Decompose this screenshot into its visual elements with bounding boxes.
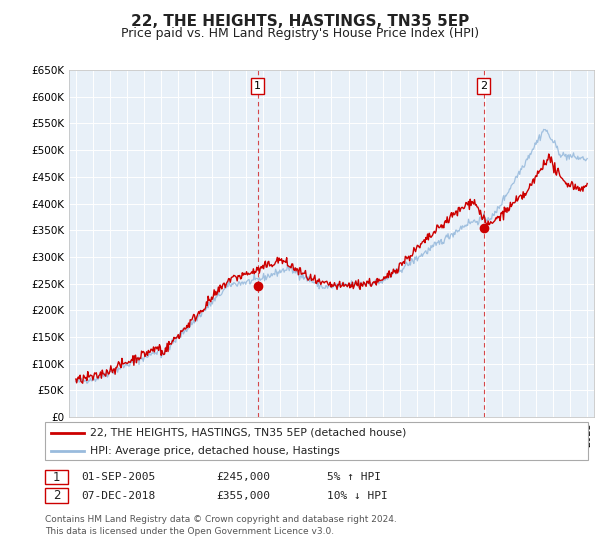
Text: £355,000: £355,000 (216, 491, 270, 501)
Text: 01-SEP-2005: 01-SEP-2005 (81, 472, 155, 482)
Text: 2: 2 (480, 81, 487, 91)
Text: Price paid vs. HM Land Registry's House Price Index (HPI): Price paid vs. HM Land Registry's House … (121, 27, 479, 40)
Text: 1: 1 (254, 81, 261, 91)
Text: 10% ↓ HPI: 10% ↓ HPI (327, 491, 388, 501)
Text: 2: 2 (53, 489, 60, 502)
Text: 5% ↑ HPI: 5% ↑ HPI (327, 472, 381, 482)
Text: 1: 1 (53, 470, 60, 484)
Text: 22, THE HEIGHTS, HASTINGS, TN35 5EP (detached house): 22, THE HEIGHTS, HASTINGS, TN35 5EP (det… (90, 428, 406, 438)
Text: 07-DEC-2018: 07-DEC-2018 (81, 491, 155, 501)
Text: 22, THE HEIGHTS, HASTINGS, TN35 5EP: 22, THE HEIGHTS, HASTINGS, TN35 5EP (131, 14, 469, 29)
Text: HPI: Average price, detached house, Hastings: HPI: Average price, detached house, Hast… (90, 446, 340, 456)
Text: Contains HM Land Registry data © Crown copyright and database right 2024.
This d: Contains HM Land Registry data © Crown c… (45, 515, 397, 536)
Text: £245,000: £245,000 (216, 472, 270, 482)
